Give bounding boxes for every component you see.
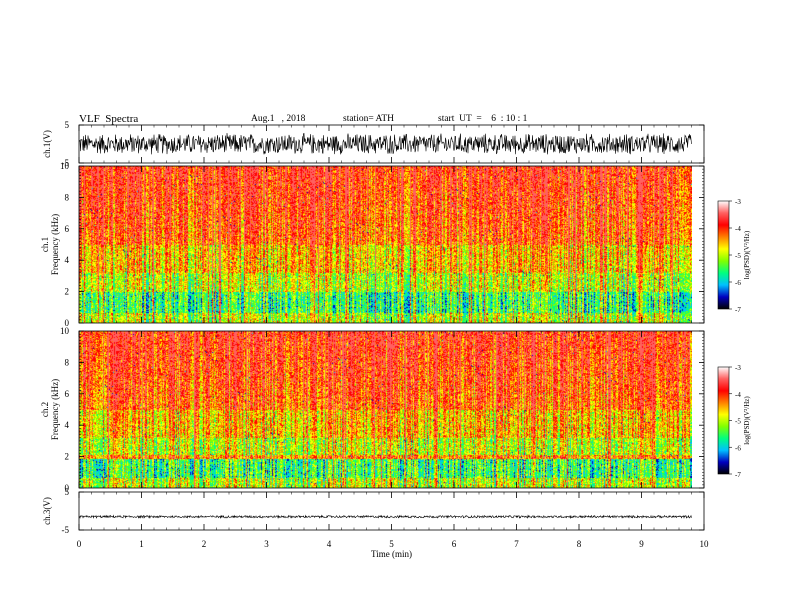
ch1-spectrogram-ytick-label: 4 xyxy=(65,255,70,265)
ch2-spectrogram-ylabel: Frequency (kHz) xyxy=(50,379,60,440)
ch1-colorbar-tick-label: -4 xyxy=(735,225,741,233)
ch3-waveform-ytick-label: -5 xyxy=(62,525,70,535)
ch2-colorbar-tick-label: -6 xyxy=(735,444,741,452)
x-tick-label: 5 xyxy=(389,539,394,549)
x-tick-label: 8 xyxy=(577,539,582,549)
ch2-spectrogram-image xyxy=(79,331,692,488)
x-tick-label: 4 xyxy=(327,539,332,549)
ch1-channel-label: ch.1 xyxy=(40,237,50,252)
ch1-spectrogram-ylabel: Frequency (kHz) xyxy=(50,214,60,275)
x-tick-label: 3 xyxy=(264,539,269,549)
colorbars-layer: -3 -4 -5 -6 -7 log(PSD)(V²/Hz) -3 -4 -5 -6 -7 log(P… xyxy=(717,198,751,479)
ch3-trace xyxy=(78,514,692,520)
ch1-spectrogram-ytick-label: 10 xyxy=(60,161,70,171)
ch2-spectrogram-ytick-label: 10 xyxy=(60,326,70,336)
ch1-colorbar-tick-label: -7 xyxy=(735,306,741,314)
ch2-colorbar-tick-label: -3 xyxy=(735,364,741,372)
x-tick-label: 7 xyxy=(514,539,519,549)
x-tick-label: 9 xyxy=(639,539,644,549)
start-time-label: start UT = 6 : 10 : 1 xyxy=(438,114,528,124)
ch2-spectrogram-panel xyxy=(79,331,692,488)
ch1-colorbar-label: log(PSD)(V²/Hz) xyxy=(743,230,751,279)
ch2-colorbar-tick-label: -4 xyxy=(735,391,741,399)
ch2-colorbar xyxy=(717,366,730,475)
ch2-channel-label: ch.2 xyxy=(40,402,50,417)
ch1-waveform-ytick-label: 5 xyxy=(65,120,70,130)
date-label: Aug.1 , 2018 xyxy=(251,114,306,124)
ch1-waveform-panel xyxy=(78,132,692,155)
ch2-colorbar-label: log(PSD)(V²/Hz) xyxy=(743,396,751,445)
ch1-waveform-ylabel: ch.1(V) xyxy=(42,130,52,158)
ch2-spectrogram-ytick-label: 6 xyxy=(65,389,70,399)
ch2-colorbar-tick-label: -7 xyxy=(735,471,741,479)
ch1-spectrogram-ytick-label: 8 xyxy=(65,192,70,202)
ch2-spectrogram-ytick-label: 4 xyxy=(65,420,70,430)
ch1-spectrogram-image xyxy=(79,166,692,323)
x-tick-label: 10 xyxy=(700,539,710,549)
x-tick-label: 6 xyxy=(452,539,457,549)
ch1-spectrogram-panel xyxy=(79,166,692,323)
ch1-trace xyxy=(78,132,692,155)
ch1-colorbar-tick-label: -3 xyxy=(735,198,741,206)
ch2-colorbar-tick-label: -5 xyxy=(735,418,741,426)
ch3-waveform-ytick-label: 5 xyxy=(65,487,70,497)
ch1-colorbar xyxy=(717,200,730,310)
ch3-waveform-panel xyxy=(78,514,692,520)
ch1-colorbar-tick-label: -5 xyxy=(735,252,741,260)
x-tick-label: 2 xyxy=(202,539,207,549)
ch2-spectrogram-ytick-label: 0 xyxy=(65,483,70,493)
ch3-waveform-ylabel: ch.3(V) xyxy=(42,497,52,525)
x-axis-label: Time (min) xyxy=(371,549,412,559)
ch1-colorbar-tick-label: -6 xyxy=(735,279,741,287)
x-tick-label: 1 xyxy=(139,539,144,549)
ch1-spectrogram-ytick-label: 0 xyxy=(65,318,70,328)
chart-title: VLF Spectra xyxy=(79,113,139,125)
ch2-spectrogram-ytick-label: 8 xyxy=(65,357,70,367)
x-tick-label: 0 xyxy=(77,539,82,549)
station-label: station= ATH xyxy=(343,114,395,124)
ch1-spectrogram-ytick-label: 2 xyxy=(65,287,70,297)
ch2-spectrogram-ytick-label: 2 xyxy=(65,452,70,462)
ch1-spectrogram-ytick-label: 6 xyxy=(65,224,70,234)
ch1-waveform-ytick-label: -5 xyxy=(62,158,70,168)
